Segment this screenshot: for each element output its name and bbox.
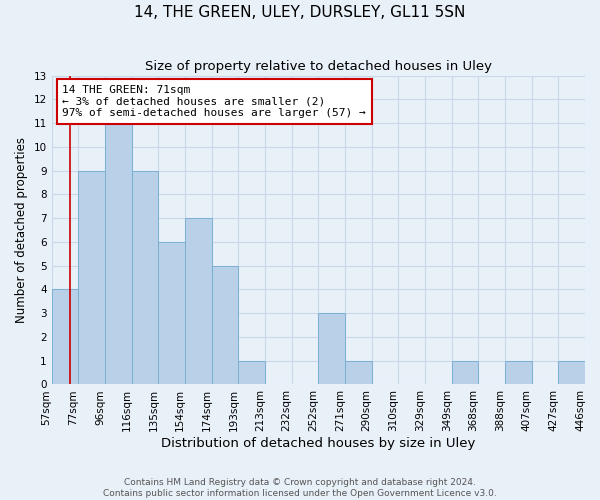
Bar (559, 360, 585, 384)
Bar (238, 360, 265, 384)
Text: Contains HM Land Registry data © Crown copyright and database right 2024.
Contai: Contains HM Land Registry data © Crown c… (103, 478, 497, 498)
Text: 14 THE GREEN: 71sqm
← 3% of detached houses are smaller (2)
97% of semi-detached: 14 THE GREEN: 71sqm ← 3% of detached hou… (62, 85, 366, 118)
Bar (52, 290, 79, 384)
Bar (131, 170, 158, 384)
Bar (345, 360, 371, 384)
Y-axis label: Number of detached properties: Number of detached properties (15, 137, 28, 323)
Bar (452, 360, 478, 384)
Bar (505, 360, 532, 384)
Bar (212, 266, 238, 384)
Title: Size of property relative to detached houses in Uley: Size of property relative to detached ho… (145, 60, 492, 73)
Text: 14, THE GREEN, ULEY, DURSLEY, GL11 5SN: 14, THE GREEN, ULEY, DURSLEY, GL11 5SN (134, 5, 466, 20)
Bar (319, 313, 345, 384)
Bar (79, 170, 105, 384)
Bar (105, 123, 131, 384)
Bar (185, 218, 212, 384)
X-axis label: Distribution of detached houses by size in Uley: Distribution of detached houses by size … (161, 437, 476, 450)
Bar (158, 242, 185, 384)
